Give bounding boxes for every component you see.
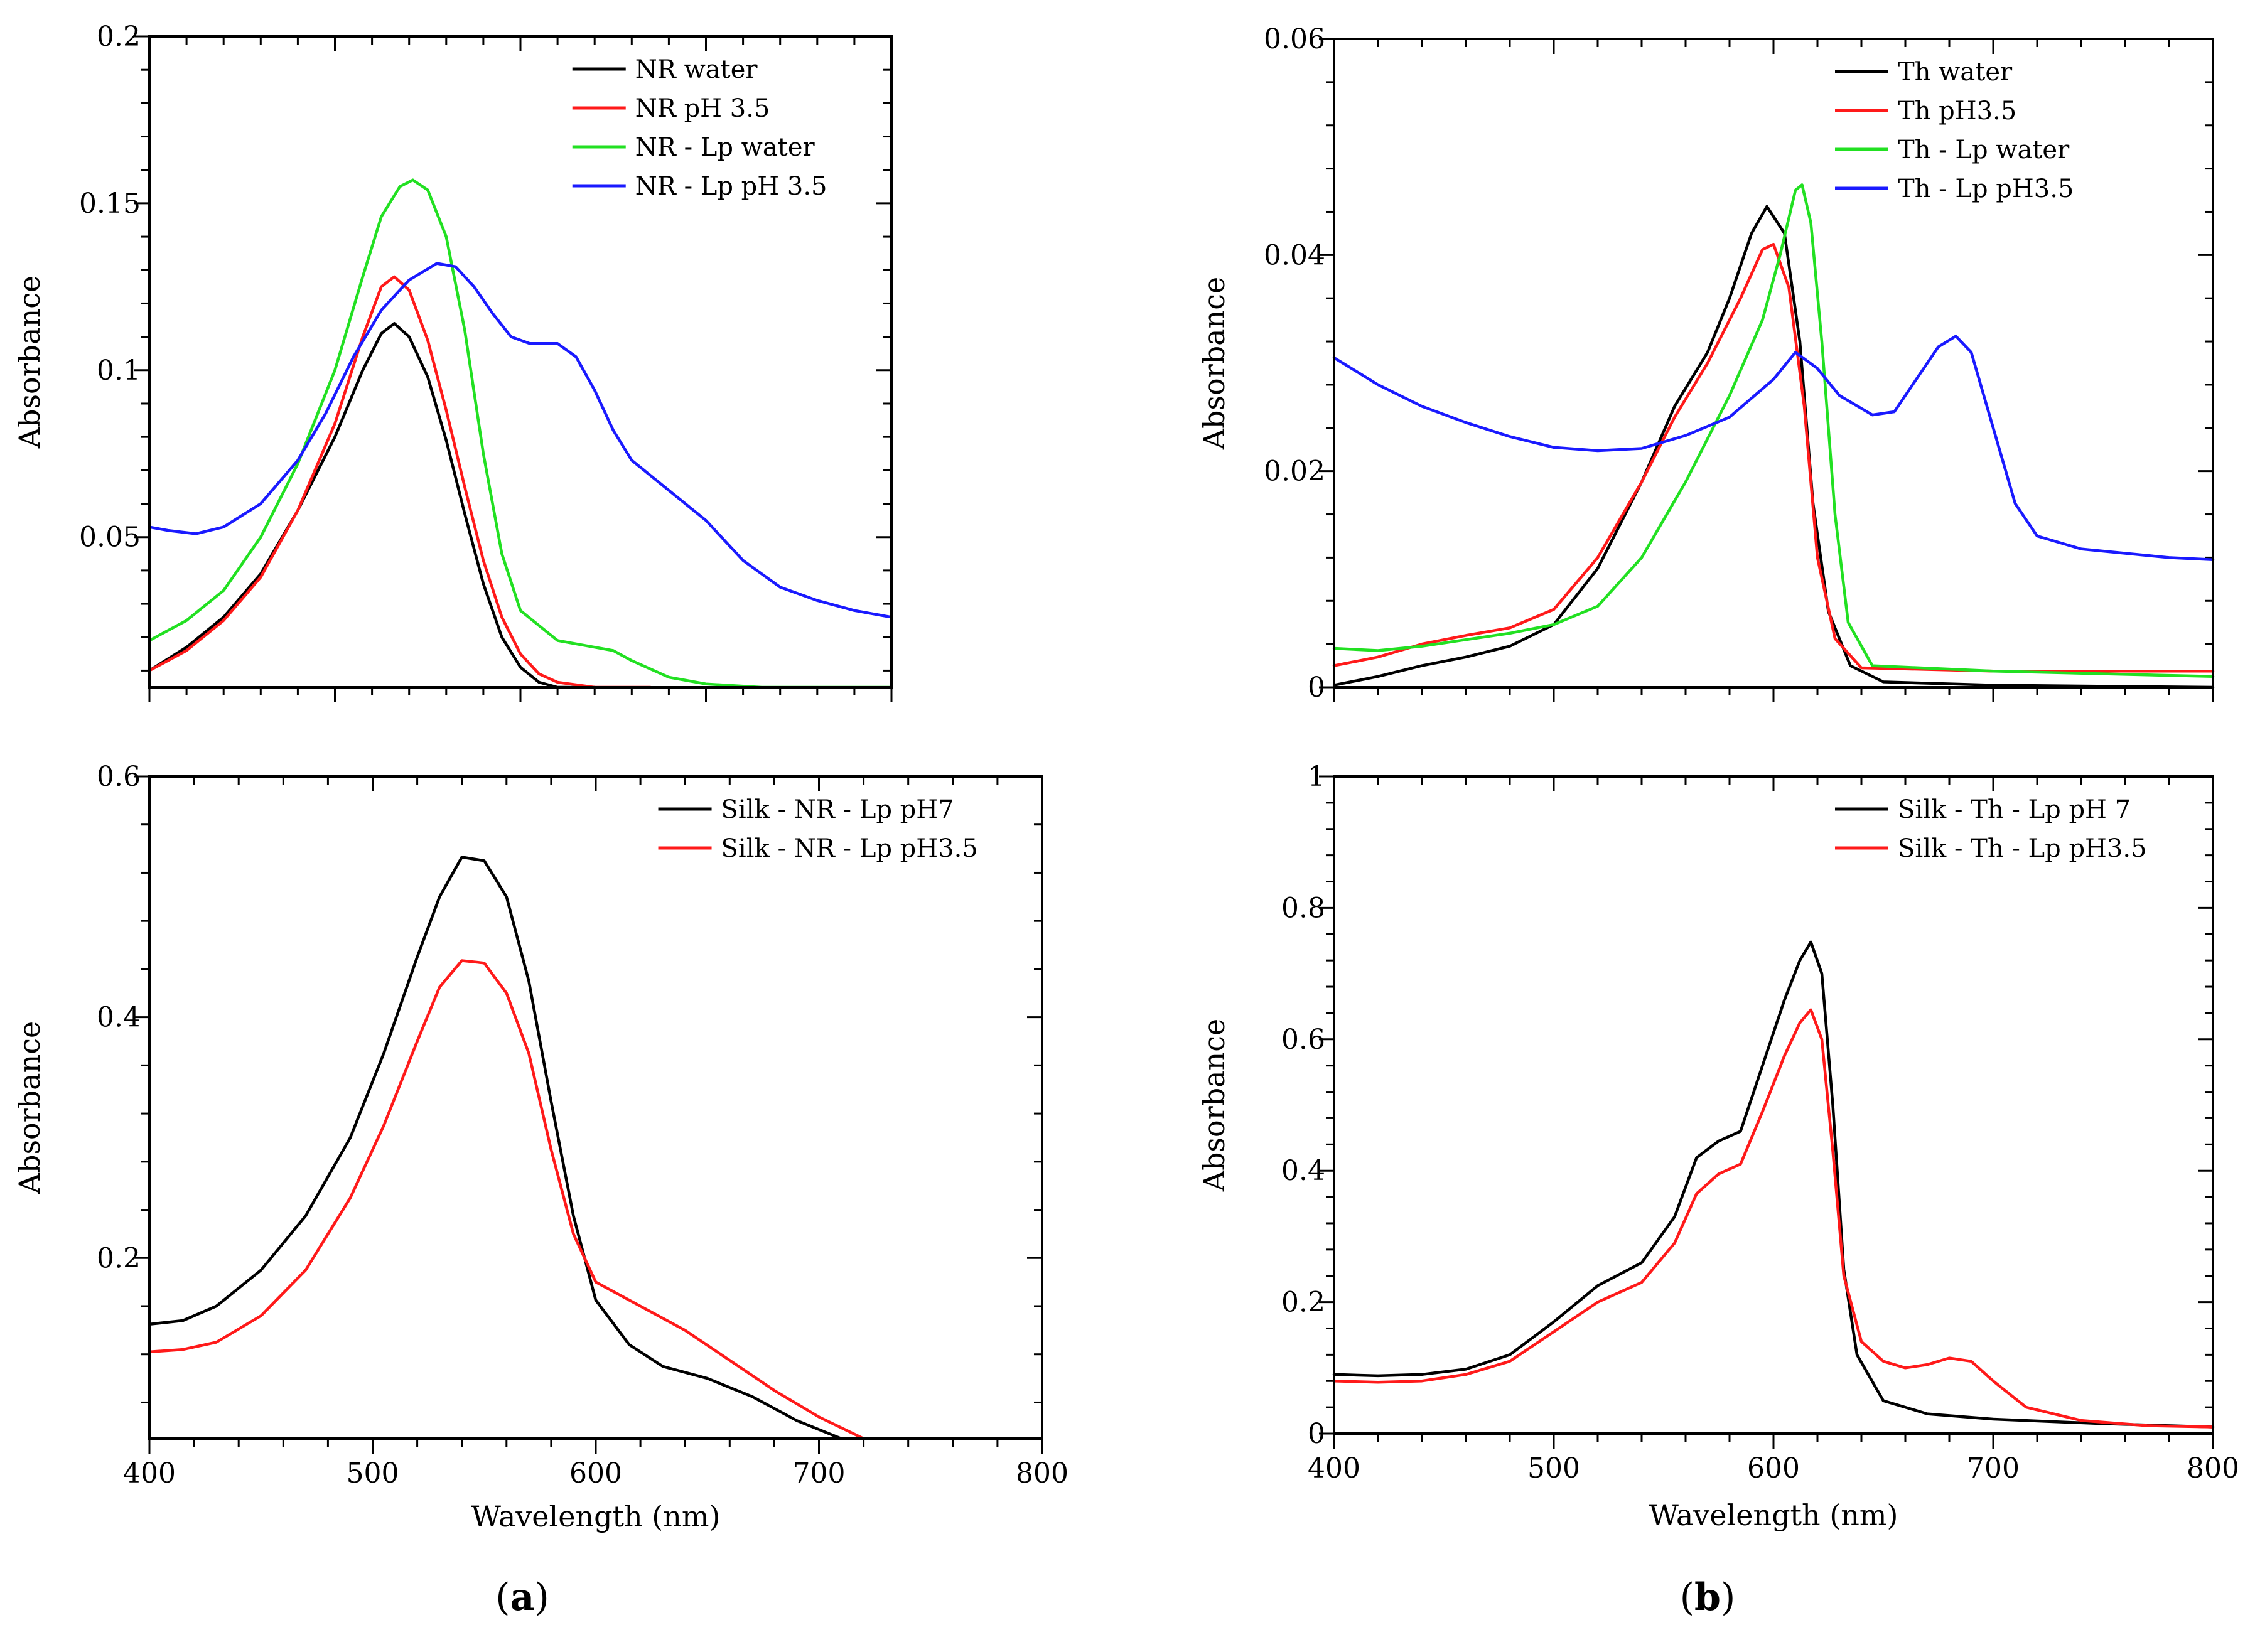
legend-label-2: Silk - NR - Lp pH3.5 xyxy=(721,834,978,863)
plot-frame xyxy=(148,35,893,689)
legend-label-2: Th pH3.5 xyxy=(1898,97,2016,126)
y-tick-label: 0 xyxy=(1308,672,1325,704)
y-tick-label: 0 xyxy=(1308,1418,1325,1450)
panel-b-top: 0 0.02 0.04 0.06 Absorbance Th water Th pH3.5 T… xyxy=(1197,23,2215,704)
x-tick-label: 600 xyxy=(1747,1452,1800,1484)
x-tick-label: 400 xyxy=(1308,1452,1360,1484)
legend-label-1: Th water xyxy=(1898,58,2013,87)
legend-label-4: Th - Lp pH3.5 xyxy=(1898,174,2074,203)
x-axis-title: Wavelength (nm) xyxy=(471,1499,721,1533)
y-tick-label: 0.04 xyxy=(1264,239,1325,271)
series-line-1 xyxy=(148,322,596,689)
y-tick-label: 0.1 xyxy=(97,355,141,387)
series-line-1 xyxy=(1332,940,2215,1429)
series-line-2 xyxy=(148,275,652,689)
y-axis-title: Absorbance xyxy=(13,276,46,449)
plot-frame xyxy=(1333,775,2214,1435)
y-tick-label: 0.05 xyxy=(79,522,141,554)
y-tick-label: 0.6 xyxy=(97,761,141,793)
y-tick-label: 0.15 xyxy=(79,188,141,220)
x-tick-label: 400 xyxy=(123,1457,176,1489)
series-line-2 xyxy=(148,959,865,1440)
y-tick-label: 0.6 xyxy=(1281,1024,1325,1056)
x-tick-label: 800 xyxy=(1016,1457,1068,1489)
y-tick-label: 0.06 xyxy=(1264,23,1325,55)
legend-label-1: NR water xyxy=(635,55,758,84)
plot-frame xyxy=(1333,38,2214,689)
y-tick-label: 1 xyxy=(1308,761,1325,793)
y-tick-label: 0.2 xyxy=(1281,1287,1325,1319)
series-line-3 xyxy=(148,178,893,689)
series-line-4 xyxy=(1332,335,2215,562)
panel-label-b: (b) xyxy=(1680,1575,1736,1619)
legend-label-2: NR pH 3.5 xyxy=(635,94,770,123)
x-tick-label: 800 xyxy=(2187,1452,2239,1484)
y-axis-title: Absorbance xyxy=(13,1021,46,1194)
legend-label-3: Th - Lp water xyxy=(1898,136,2070,164)
legend-label-2: Silk - Th - Lp pH3.5 xyxy=(1898,834,2147,863)
panel-a-bottom: 0.2 0.4 0.6 400 500 600 700 800 Wavelength (nm) A… xyxy=(13,761,1068,1533)
series-line-3 xyxy=(1332,183,2215,678)
x-tick-label: 500 xyxy=(1527,1452,1580,1484)
x-tick-label: 500 xyxy=(347,1457,399,1489)
y-tick-label: 0.8 xyxy=(1281,892,1325,924)
series-line-1 xyxy=(148,856,843,1440)
x-axis-title: Wavelength (nm) xyxy=(1649,1498,1898,1532)
y-tick-label: 0.02 xyxy=(1264,456,1325,488)
series-line-2 xyxy=(1332,242,2215,673)
legend-label-1: Silk - Th - Lp pH 7 xyxy=(1898,795,2131,824)
y-tick-label: 0.4 xyxy=(1281,1155,1325,1187)
panel-label-a: (a) xyxy=(495,1575,549,1619)
y-tick-label: 0.2 xyxy=(97,21,141,53)
x-tick-label: 700 xyxy=(1967,1452,2020,1484)
x-tick-label: 700 xyxy=(793,1457,846,1489)
series-line-2 xyxy=(1332,1008,2215,1429)
legend-label-3: NR - Lp water xyxy=(635,133,815,162)
x-tick-label: 600 xyxy=(569,1457,622,1489)
y-tick-label: 0.2 xyxy=(97,1242,141,1274)
legend-label-1: Silk - NR - Lp pH7 xyxy=(721,795,954,824)
y-axis-title: Absorbance xyxy=(1197,1019,1231,1192)
plot-frame xyxy=(148,775,1043,1440)
series-line-4 xyxy=(148,262,893,619)
y-tick-label: 0.4 xyxy=(97,1002,141,1034)
panel-b-bottom: 0 0.2 0.4 0.6 0.8 1 400 500 600 700 800 Wavelength … xyxy=(1197,761,2239,1532)
y-axis-title: Absorbance xyxy=(1197,277,1231,450)
legend-label-4: NR - Lp pH 3.5 xyxy=(635,172,827,201)
panel-a-top: 0.05 0.1 0.15 0.2 Absorbance NR water NR pH 3.… xyxy=(13,21,893,702)
